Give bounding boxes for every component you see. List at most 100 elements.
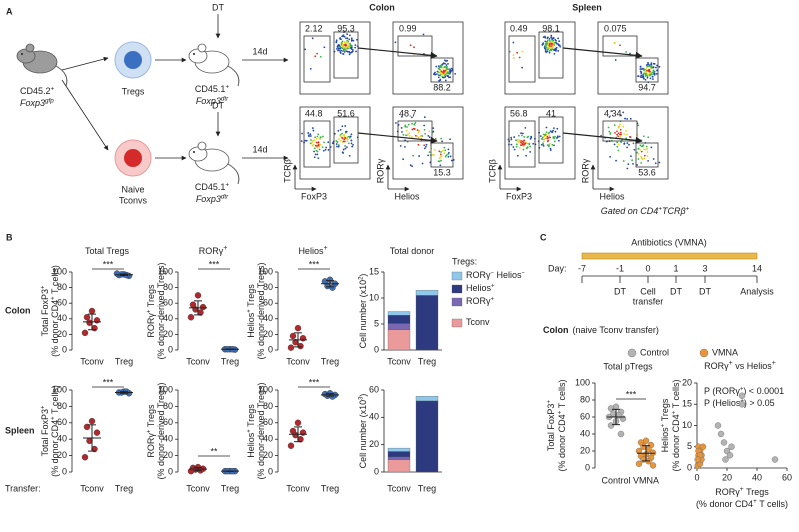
day-value: 14 <box>752 263 762 273</box>
cytometry-event <box>644 78 647 81</box>
cytometry-event <box>321 146 324 149</box>
cytometry-event <box>557 49 560 52</box>
cytometry-event <box>323 46 326 49</box>
cytometry-event <box>347 45 350 48</box>
cytometry-event <box>343 40 346 43</box>
cytometry-event <box>439 78 442 81</box>
cytometry-event <box>542 142 544 145</box>
x-tick-label: Tconv <box>80 356 104 366</box>
cytometry-event <box>551 43 554 46</box>
cytometry-event <box>340 38 342 41</box>
day-value: -7 <box>578 263 586 273</box>
cytometry-event <box>434 73 437 76</box>
x-tick-label: Tconv <box>186 483 210 493</box>
cytometry-event <box>432 73 435 76</box>
cytometry-event <box>513 136 516 138</box>
cytometry-event <box>629 136 632 139</box>
x-tick-label: Tconv <box>387 483 411 493</box>
cytometry-event <box>317 133 320 136</box>
mouse-tail <box>227 163 240 185</box>
cytometry-event <box>522 145 525 147</box>
gate-value: 48.7 <box>399 108 417 118</box>
gate <box>635 57 659 83</box>
cytometry-event <box>318 148 321 151</box>
data-point <box>294 324 302 332</box>
cytometry-event <box>309 133 312 136</box>
cytometry-event <box>342 53 345 55</box>
population-label: Naive <box>121 184 144 194</box>
data-point <box>722 456 729 463</box>
cytometry-event <box>423 124 426 127</box>
cytometry-event <box>626 142 629 145</box>
cytometry-event <box>425 143 428 146</box>
x-tick-label: VMNA <box>633 475 659 485</box>
cytometry-event <box>625 51 628 53</box>
cytometry-event <box>616 133 619 136</box>
cytometry-event <box>548 44 551 47</box>
cytometry-event <box>345 136 348 139</box>
cytometry-event <box>404 125 407 128</box>
cytometry-event <box>518 146 521 149</box>
cytometry-event <box>618 123 621 126</box>
y-axis-label-part: ) <box>358 394 368 397</box>
recipient-strain-part: CD45.1 <box>195 84 226 94</box>
day-value: -1 <box>616 263 624 273</box>
cytometry-event <box>617 125 620 128</box>
cytometry-event <box>545 136 548 139</box>
cytometry-event <box>643 148 646 151</box>
donor-strain-part: + <box>51 85 55 92</box>
cytometry-event <box>637 75 640 78</box>
cytometry-event <box>544 40 547 43</box>
cytometry-event <box>300 140 303 142</box>
data-point <box>720 439 728 446</box>
y-tick-label: 100 <box>158 266 173 276</box>
cytometry-event <box>546 40 548 43</box>
cytometry-event <box>518 139 521 142</box>
gating-note-part: TCRβ <box>662 206 686 216</box>
bar-segment <box>415 290 439 296</box>
x-tick-label: Treg <box>321 483 339 493</box>
cytometry-event <box>539 135 542 138</box>
data-point <box>699 443 707 450</box>
cytometry-event <box>651 75 654 78</box>
y-tick-label: 40 <box>263 434 273 444</box>
cytometry-event <box>311 141 313 144</box>
cytometry-event <box>435 65 438 68</box>
data-point <box>199 303 207 311</box>
cytometry-event <box>319 143 322 146</box>
data-point <box>88 417 96 425</box>
y-axis-label: Total FoxP3+ <box>545 400 556 452</box>
cytometry-event <box>610 110 613 113</box>
y-axis-label-part: T cells) <box>50 265 60 296</box>
cytometry-event <box>640 72 643 75</box>
cytometry-event <box>517 139 519 141</box>
arrow <box>61 56 109 71</box>
cytometry-event <box>545 48 547 51</box>
cytometry-event <box>438 150 441 153</box>
cytometry-event <box>524 127 527 129</box>
cytometry-event <box>644 70 647 73</box>
legend-label-part: + <box>491 283 495 289</box>
bar-segment <box>415 395 439 402</box>
cytometry-event <box>341 47 344 50</box>
y-axis-label-part: RORγ <box>146 433 156 458</box>
cytometry-event <box>310 139 312 141</box>
cytometry-event <box>335 39 338 42</box>
cytometry-event <box>444 74 447 76</box>
cytometry-event <box>305 139 308 142</box>
y-axis-label-part: Tregs <box>660 398 670 424</box>
cytometry-event <box>620 141 622 144</box>
y-tick-label: 40 <box>57 434 67 444</box>
cytometry-event <box>349 43 352 46</box>
cytometry-event <box>640 157 643 160</box>
cytometry-event <box>637 158 640 160</box>
cytometry-event <box>348 50 351 53</box>
cytometry-event <box>646 155 649 157</box>
y-axis-label-part: (% donor-derived Tregs) <box>156 382 166 479</box>
cytometry-event <box>626 133 628 136</box>
cytometry-event <box>608 116 611 118</box>
y-tick-label: 60 <box>163 298 173 308</box>
cytometry-event <box>522 148 525 151</box>
bar-segment <box>387 456 411 460</box>
cytometry-event <box>336 47 338 50</box>
